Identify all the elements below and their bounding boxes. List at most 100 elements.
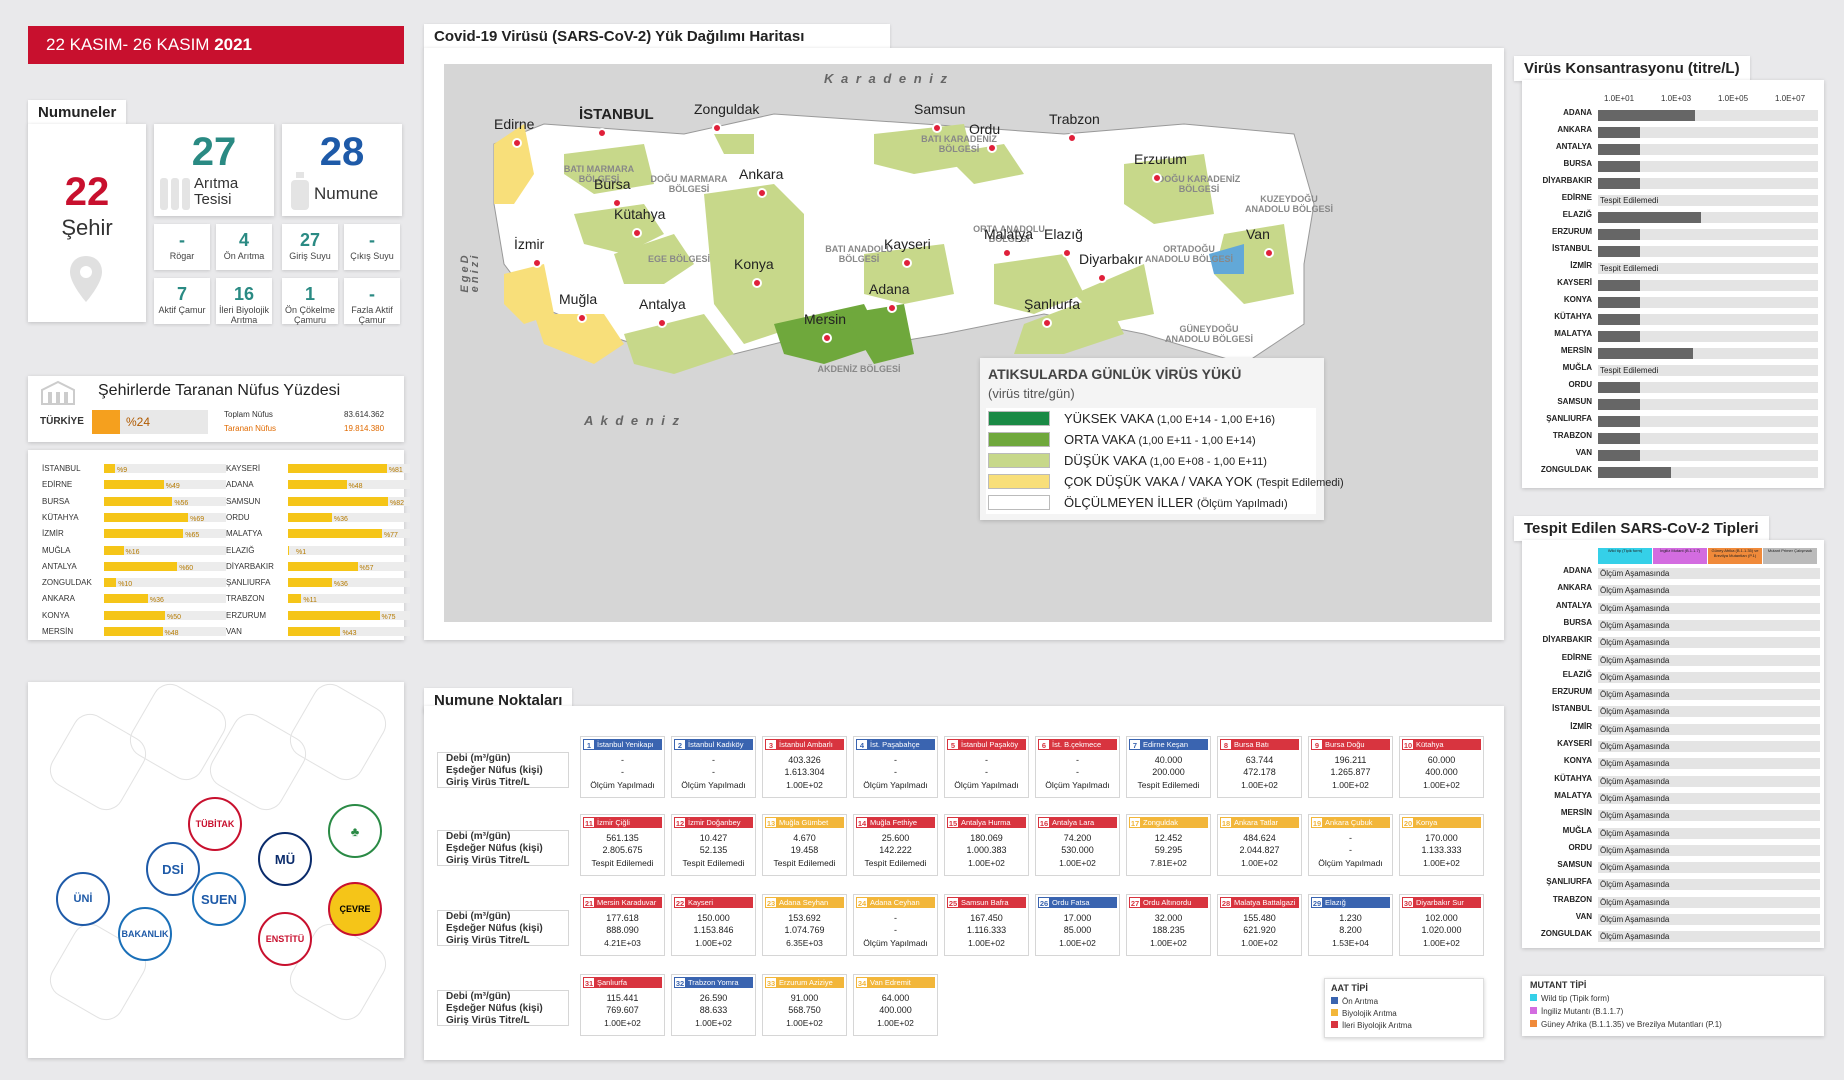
- station-card[interactable]: 22 Kayseri 150.000 1.153.846 1.00E+02: [671, 894, 756, 956]
- legend-text: YÜKSEK VAKA (1,00 E+14 - 1,00 E+16): [1064, 411, 1275, 426]
- variant-track: Ölçüm Aşamasında: [1598, 914, 1820, 925]
- concentration-city: VAN: [1575, 448, 1592, 457]
- city-dot: [757, 188, 767, 198]
- station-card[interactable]: 32 Trabzon Yomra 26.590 88.633 1.00E+02: [671, 974, 756, 1036]
- station-flow: 74.200: [1063, 833, 1092, 843]
- station-card[interactable]: 21 Mersin Karaduvar 177.618 888.090 4.21E+03: [580, 894, 665, 956]
- population-row: ERZURUM %75: [226, 609, 410, 623]
- variant-column-header: Güney Afrika (B.1.1.35) ve Brezilya Muta…: [1708, 548, 1762, 564]
- station-card[interactable]: 20 Konya 170.000 1.133.333 1.00E+02: [1399, 814, 1484, 876]
- institute-logo: ENSTİTÜ: [258, 912, 312, 966]
- station-card[interactable]: 16 Antalya Lara 74.200 530.000 1.00E+02: [1035, 814, 1120, 876]
- city-dot: [887, 303, 897, 313]
- city-dot: [597, 128, 607, 138]
- station-flow: -: [1349, 833, 1352, 843]
- station-titre: 1.00E+02: [1059, 858, 1096, 868]
- sample-type-label: Çıkış Suyu: [350, 251, 394, 261]
- variant-status: Ölçüm Aşamasında: [1600, 915, 1670, 924]
- variant-row: ERZURUM Ölçüm Aşamasında: [1530, 687, 1820, 704]
- station-population: 400.000: [879, 1005, 912, 1015]
- concentration-track: [1598, 450, 1818, 461]
- station-titre: 1.53E+04: [1332, 938, 1369, 948]
- station-card[interactable]: 29 Elazığ 1.230 8.200 1.53E+04: [1308, 894, 1393, 956]
- legend-text: DÜŞÜK VAKA (1,00 E+08 - 1,00 E+11): [1064, 453, 1267, 468]
- station-card[interactable]: 13 Muğla Gümbet 4.670 19.458 Tespit Edilemed…: [762, 814, 847, 876]
- station-card[interactable]: 19 Ankara Çubuk - - Ölçüm Yapılmadı: [1308, 814, 1393, 876]
- station-card[interactable]: 11 İzmir Çiğli 561.135 2.805.675 Tespit Edil…: [580, 814, 665, 876]
- station-header: 25 Samsun Bafra: [947, 897, 1026, 908]
- city-name: Konya: [734, 256, 774, 272]
- station-card[interactable]: 4 İst. Paşabahçe - - Ölçüm Yapılmadı: [853, 736, 938, 798]
- population-track: %50: [104, 610, 226, 621]
- variant-row: SAMSUN Ölçüm Aşamasında: [1530, 860, 1820, 877]
- population-row: ŞANLIURFA %36: [226, 576, 410, 590]
- city-name: Edirne: [494, 116, 535, 132]
- station-population: 142.222: [879, 845, 912, 855]
- station-population: -: [894, 767, 897, 777]
- station-card[interactable]: 17 Zonguldak 12.452 59.295 7.81E+02: [1126, 814, 1211, 876]
- station-card[interactable]: 8 Bursa Batı 63.744 472.178 1.00E+02: [1217, 736, 1302, 798]
- concentration-track: [1598, 297, 1818, 308]
- station-card[interactable]: 5 İstanbul Paşaköy - - Ölçüm Yapılmadı: [944, 736, 1029, 798]
- station-card[interactable]: 25 Samsun Bafra 167.450 1.116.333 1.00E+02: [944, 894, 1029, 956]
- concentration-row: EDİRNE Tespit Edilemedi: [1530, 193, 1820, 210]
- variant-track: Ölçüm Aşamasında: [1598, 792, 1820, 804]
- station-card[interactable]: 30 Diyarbakır Sur 102.000 1.020.000 1.00E+02: [1399, 894, 1484, 956]
- station-population: -: [894, 925, 897, 935]
- station-card[interactable]: 9 Bursa Doğu 196.211 1.265.877 1.00E+02: [1308, 736, 1393, 798]
- date-year: 2021: [214, 35, 253, 54]
- population-row: VAN %43: [226, 625, 410, 639]
- variant-city: VAN: [1575, 912, 1592, 921]
- variant-track: Ölçüm Aşamasında: [1598, 879, 1820, 891]
- station-card[interactable]: 34 Van Edremit 64.000 400.000 1.00E+02: [853, 974, 938, 1036]
- station-card[interactable]: 26 Ordu Fatsa 17.000 85.000 1.00E+02: [1035, 894, 1120, 956]
- station-header: 11 İzmir Çiğli: [583, 817, 662, 828]
- station-row-label: Debi (m³/gün) Eşdeğer Nüfus (kişi) Giriş V…: [437, 990, 569, 1026]
- concentration-bar: [1598, 348, 1693, 359]
- station-population: 188.235: [1152, 925, 1185, 935]
- plant-type-label: İleri Biyolojik Arıtma: [1342, 1021, 1412, 1030]
- station-titre: 7.81E+02: [1150, 858, 1187, 868]
- station-card[interactable]: 23 Adana Seyhan 153.692 1.074.769 6.35E+03: [762, 894, 847, 956]
- concentration-bar: [1598, 127, 1640, 138]
- population-city: KÜTAHYA: [42, 512, 79, 522]
- station-card[interactable]: 2 İstanbul Kadıköy - - Ölçüm Yapılmadı: [671, 736, 756, 798]
- population-bar: [104, 545, 124, 555]
- sample-type-label: İleri Biyolojik Arıtma: [218, 305, 269, 325]
- station-header: 30 Diyarbakır Sur: [1402, 897, 1481, 908]
- station-card[interactable]: 24 Adana Ceyhan - - Ölçüm Yapılmadı: [853, 894, 938, 956]
- variant-row: ORDU Ölçüm Aşamasında: [1530, 843, 1820, 860]
- station-card[interactable]: 10 Kütahya 60.000 400.000 1.00E+02: [1399, 736, 1484, 798]
- station-card[interactable]: 28 Malatya Battalgazi 155.480 621.920 1.00E+…: [1217, 894, 1302, 956]
- station-flow: 484.624: [1243, 833, 1276, 843]
- tubitak-logo: TÜBİTAK: [188, 797, 242, 851]
- station-card[interactable]: 6 İst. B.çekmece - - Ölçüm Yapılmadı: [1035, 736, 1120, 798]
- station-card[interactable]: 31 Şanlıurfa 115.441 769.607 1.00E+02: [580, 974, 665, 1036]
- mutant-legend-label: Wild tip (Tipik form): [1541, 994, 1610, 1003]
- plant-type-legend: AAT TİPİ Ön Arıtma Biyolojik Arıtma İleri …: [1324, 978, 1484, 1038]
- population-city: İZMİR: [42, 529, 64, 539]
- station-card[interactable]: 12 İzmir Doğanbey 10.427 52.135 Tespit Edile…: [671, 814, 756, 876]
- variant-row: MERSİN Ölçüm Aşamasında: [1530, 808, 1820, 825]
- station-card[interactable]: 15 Antalya Hurma 180.069 1.000.383 1.00E+02: [944, 814, 1029, 876]
- variant-track: Ölçüm Aşamasında: [1598, 896, 1820, 908]
- station-card[interactable]: 27 Ordu Altınordu 32.000 188.235 1.00E+02: [1126, 894, 1211, 956]
- station-card[interactable]: 3 İstanbul Ambarlı 403.326 1.613.304 1.00E+0…: [762, 736, 847, 798]
- variant-status: Ölçüm Aşamasında: [1600, 724, 1670, 734]
- station-card[interactable]: 7 Edirne Keşan 40.000 200.000 Tespit Edileme…: [1126, 736, 1211, 798]
- variant-city: ELAZIĞ: [1562, 669, 1592, 679]
- station-card[interactable]: 1 İstanbul Yenikapı - - Ölçüm Yapılmadı: [580, 736, 665, 798]
- concentration-city: MALATYA: [1554, 329, 1592, 338]
- plant-type-item: İleri Biyolojik Arıtma: [1331, 1021, 1412, 1030]
- station-card[interactable]: 14 Muğla Fethiye 25.600 142.222 Tespit Edile…: [853, 814, 938, 876]
- station-card[interactable]: 33 Erzurum Aziziye 91.000 568.750 1.00E+02: [762, 974, 847, 1036]
- station-number: 32: [674, 977, 686, 988]
- station-titre: 1.00E+02: [1241, 938, 1278, 948]
- veterinary-logo: ÇEVRE: [328, 882, 382, 936]
- station-card[interactable]: 18 Ankara Tatlar 484.624 2.044.827 1.00E+02: [1217, 814, 1302, 876]
- city-dot: [1062, 248, 1072, 258]
- plant-type-swatch: [1331, 1021, 1338, 1028]
- station-header: 5 İstanbul Paşaköy: [947, 739, 1026, 750]
- population-bar: [104, 464, 115, 473]
- station-number: 30: [1402, 897, 1414, 908]
